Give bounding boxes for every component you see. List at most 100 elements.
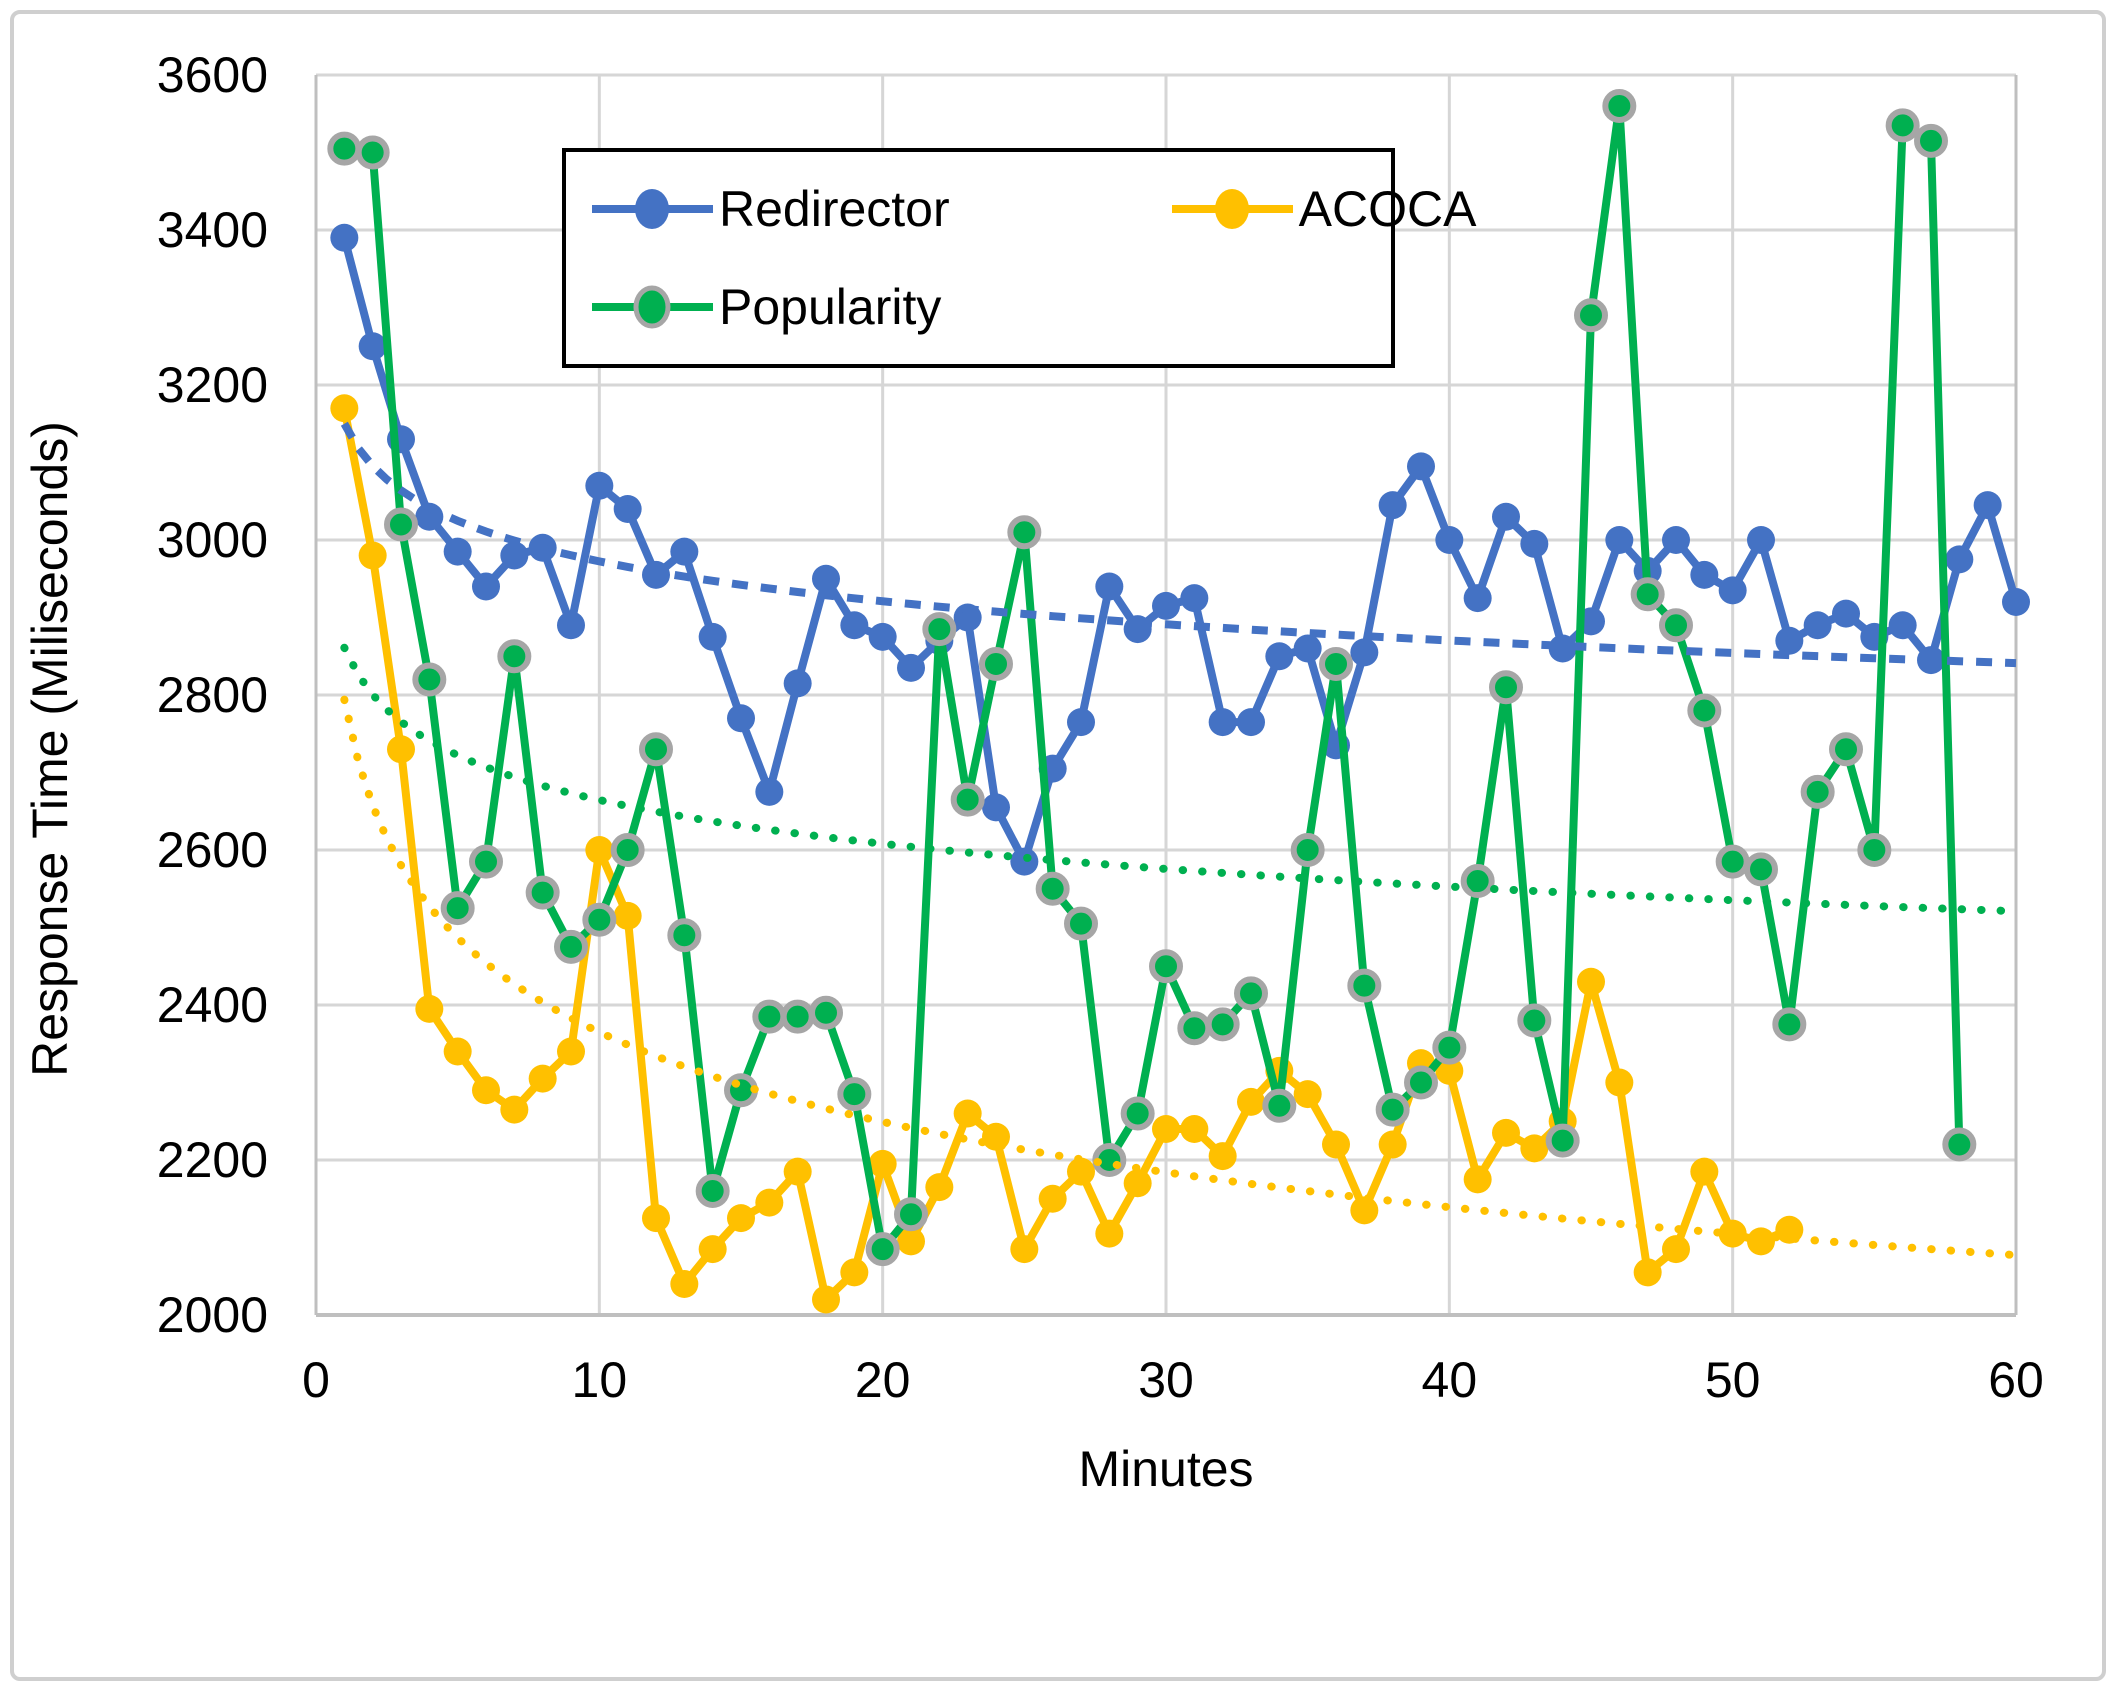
point-redirector bbox=[783, 669, 812, 698]
point-popularity bbox=[1914, 123, 1948, 158]
point-redirector bbox=[585, 471, 614, 500]
point-popularity bbox=[922, 612, 957, 647]
point-popularity bbox=[1149, 949, 1183, 984]
svg-text:2400: 2400 bbox=[157, 977, 268, 1033]
point-acoca bbox=[755, 1188, 784, 1217]
svg-text:60: 60 bbox=[1988, 1352, 2044, 1408]
point-acoca bbox=[840, 1258, 869, 1287]
point-popularity bbox=[610, 833, 645, 867]
point-redirector bbox=[1463, 584, 1492, 613]
point-popularity bbox=[384, 507, 418, 542]
point-popularity bbox=[667, 918, 702, 953]
point-popularity bbox=[1857, 833, 1892, 867]
point-acoca bbox=[1690, 1157, 1719, 1186]
point-popularity bbox=[582, 902, 617, 937]
point-popularity bbox=[1800, 774, 1835, 809]
point-popularity bbox=[1347, 968, 1382, 1003]
point-acoca bbox=[953, 1099, 982, 1128]
point-popularity bbox=[1290, 833, 1325, 867]
point-popularity bbox=[1744, 852, 1778, 887]
point-popularity bbox=[1630, 577, 1665, 612]
point-popularity bbox=[1602, 89, 1637, 123]
svg-text:20: 20 bbox=[855, 1352, 911, 1408]
point-popularity bbox=[865, 1232, 900, 1267]
point-redirector bbox=[1180, 584, 1209, 613]
point-redirector bbox=[1803, 611, 1832, 640]
point-popularity bbox=[1177, 1011, 1212, 1046]
point-acoca bbox=[812, 1285, 840, 1314]
point-redirector bbox=[1775, 626, 1804, 655]
point-redirector bbox=[840, 611, 869, 640]
point-acoca bbox=[1067, 1157, 1095, 1186]
point-acoca bbox=[1180, 1115, 1209, 1143]
point-acoca bbox=[1123, 1169, 1152, 1198]
point-redirector bbox=[897, 653, 925, 682]
point-acoca bbox=[330, 394, 359, 423]
legend: Redirector ACOCA Popularity bbox=[562, 148, 1476, 368]
point-redirector bbox=[1973, 491, 2002, 520]
x-axis-title: Minutes bbox=[1078, 1441, 1254, 1497]
point-acoca bbox=[925, 1173, 954, 1202]
point-redirector bbox=[670, 537, 699, 566]
trendline-popularity bbox=[340, 643, 2020, 916]
point-redirector bbox=[330, 223, 359, 252]
point-redirector bbox=[1605, 526, 1634, 554]
point-popularity bbox=[1517, 1003, 1552, 1038]
point-acoca bbox=[1605, 1068, 1634, 1097]
point-acoca bbox=[613, 901, 642, 930]
point-redirector bbox=[1095, 572, 1124, 601]
point-acoca bbox=[783, 1157, 812, 1186]
point-redirector bbox=[1293, 634, 1322, 663]
point-redirector bbox=[1208, 708, 1237, 737]
legend-item-acoca: ACOCA bbox=[1170, 180, 1476, 238]
point-acoca bbox=[1520, 1134, 1549, 1163]
redirector-marker-icon bbox=[592, 189, 713, 229]
point-popularity bbox=[1715, 844, 1750, 879]
legend-item-popularity: Popularity bbox=[590, 278, 941, 336]
point-redirector bbox=[1237, 708, 1265, 737]
svg-text:3400: 3400 bbox=[157, 202, 268, 258]
svg-text:10: 10 bbox=[572, 1352, 628, 1408]
svg-text:30: 30 bbox=[1138, 1352, 1194, 1408]
point-popularity bbox=[554, 929, 588, 964]
point-popularity bbox=[1942, 1127, 1977, 1162]
point-popularity bbox=[1489, 670, 1523, 705]
point-popularity bbox=[1404, 1065, 1438, 1100]
point-popularity bbox=[979, 647, 1013, 681]
point-redirector bbox=[755, 777, 784, 806]
point-redirector bbox=[727, 704, 755, 733]
point-redirector bbox=[1407, 452, 1435, 481]
point-acoca bbox=[472, 1076, 500, 1105]
point-acoca bbox=[415, 994, 444, 1023]
point-acoca bbox=[1237, 1087, 1265, 1116]
point-redirector bbox=[1747, 526, 1775, 554]
point-popularity bbox=[752, 999, 787, 1034]
point-redirector bbox=[443, 537, 472, 566]
point-popularity bbox=[639, 732, 673, 767]
point-popularity bbox=[1064, 906, 1098, 941]
point-acoca bbox=[1322, 1130, 1350, 1159]
point-acoca bbox=[1463, 1165, 1492, 1194]
point-popularity bbox=[1007, 515, 1042, 550]
point-popularity bbox=[1687, 693, 1722, 728]
point-redirector bbox=[1152, 591, 1180, 620]
point-acoca bbox=[1718, 1219, 1747, 1248]
point-redirector bbox=[1832, 599, 1860, 628]
legend-label-popularity: Popularity bbox=[719, 279, 942, 335]
point-acoca bbox=[1095, 1219, 1124, 1248]
point-popularity bbox=[469, 844, 503, 879]
point-redirector bbox=[1520, 529, 1549, 558]
point-acoca bbox=[1435, 1056, 1464, 1085]
point-redirector bbox=[1435, 526, 1464, 554]
point-acoca bbox=[500, 1095, 529, 1124]
point-redirector bbox=[1945, 545, 1974, 574]
trendline-acoca bbox=[340, 695, 2020, 1260]
point-popularity bbox=[327, 131, 362, 166]
point-redirector bbox=[1350, 638, 1379, 667]
point-popularity bbox=[1319, 647, 1353, 681]
point-acoca bbox=[1633, 1258, 1662, 1287]
point-redirector bbox=[812, 564, 840, 593]
point-acoca bbox=[1350, 1196, 1379, 1225]
point-popularity bbox=[894, 1197, 928, 1232]
point-redirector bbox=[1662, 526, 1690, 554]
